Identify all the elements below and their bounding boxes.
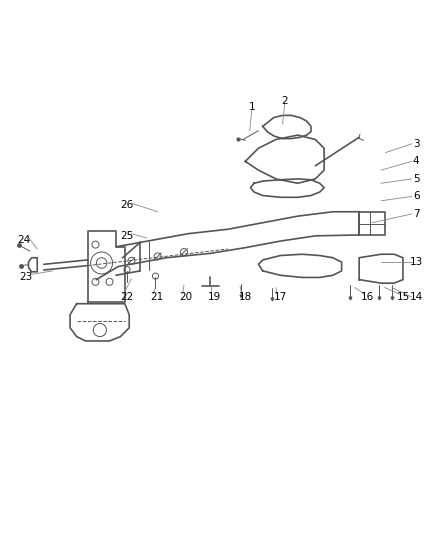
Text: 18: 18 — [239, 292, 252, 302]
Text: 7: 7 — [413, 209, 420, 219]
Text: 2: 2 — [281, 96, 288, 106]
Text: 4: 4 — [413, 156, 420, 166]
Text: 19: 19 — [208, 292, 221, 302]
Text: 25: 25 — [120, 231, 134, 241]
Text: 24: 24 — [18, 235, 31, 245]
Text: 26: 26 — [120, 200, 134, 210]
Text: 20: 20 — [180, 292, 193, 302]
Text: 6: 6 — [413, 191, 420, 201]
Text: 5: 5 — [413, 174, 420, 184]
Text: 14: 14 — [410, 292, 423, 302]
Text: 1: 1 — [248, 102, 255, 111]
Text: 13: 13 — [410, 257, 423, 267]
Text: 3: 3 — [413, 139, 420, 149]
Text: 22: 22 — [120, 292, 134, 302]
Text: 21: 21 — [150, 292, 163, 302]
Text: 16: 16 — [361, 292, 374, 302]
Text: 17: 17 — [274, 292, 287, 302]
Text: 23: 23 — [20, 272, 33, 282]
Text: 15: 15 — [396, 292, 410, 302]
